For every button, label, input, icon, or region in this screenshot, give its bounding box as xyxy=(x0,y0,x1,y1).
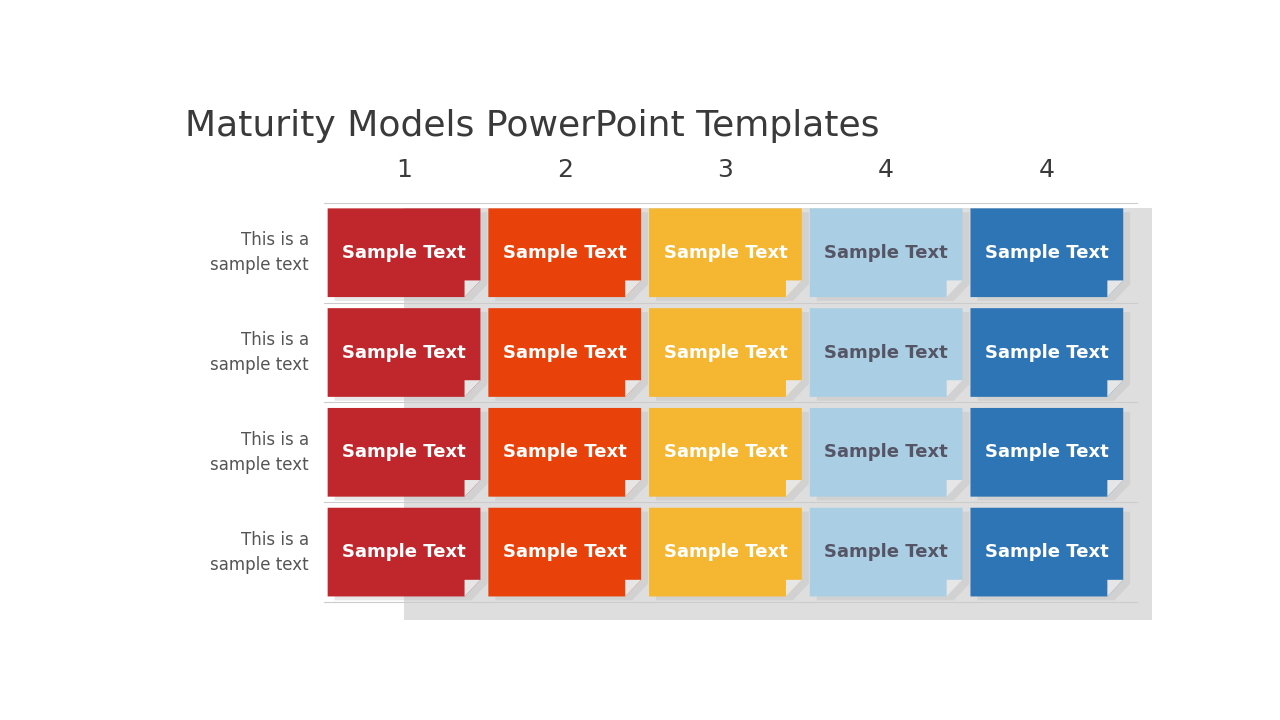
Polygon shape xyxy=(786,480,801,497)
Text: 3: 3 xyxy=(718,158,733,181)
Text: Sample Text: Sample Text xyxy=(342,444,466,462)
Text: Sample Text: Sample Text xyxy=(824,343,948,361)
Polygon shape xyxy=(649,308,801,397)
Polygon shape xyxy=(489,208,641,297)
Polygon shape xyxy=(947,280,963,297)
Text: Sample Text: Sample Text xyxy=(663,444,787,462)
Polygon shape xyxy=(947,480,963,497)
Polygon shape xyxy=(657,212,809,301)
Polygon shape xyxy=(810,208,963,297)
Text: Sample Text: Sample Text xyxy=(503,243,627,261)
Polygon shape xyxy=(970,208,1124,297)
Polygon shape xyxy=(465,280,480,297)
Text: Sample Text: Sample Text xyxy=(503,343,627,361)
Polygon shape xyxy=(489,408,641,497)
Polygon shape xyxy=(786,580,801,596)
Polygon shape xyxy=(978,412,1130,500)
Polygon shape xyxy=(1107,580,1124,596)
Text: Sample Text: Sample Text xyxy=(663,543,787,561)
Text: This is a
sample text: This is a sample text xyxy=(210,231,308,274)
Text: Sample Text: Sample Text xyxy=(986,444,1108,462)
Polygon shape xyxy=(817,212,969,301)
Polygon shape xyxy=(786,380,801,397)
Polygon shape xyxy=(786,280,801,297)
Polygon shape xyxy=(978,512,1130,600)
Polygon shape xyxy=(1107,380,1124,397)
Text: Maturity Models PowerPoint Templates: Maturity Models PowerPoint Templates xyxy=(184,109,879,143)
Text: Sample Text: Sample Text xyxy=(986,343,1108,361)
Polygon shape xyxy=(649,408,801,497)
Polygon shape xyxy=(489,508,641,596)
Polygon shape xyxy=(328,308,480,397)
Text: Sample Text: Sample Text xyxy=(663,343,787,361)
Text: Sample Text: Sample Text xyxy=(503,543,627,561)
Polygon shape xyxy=(978,312,1130,401)
Polygon shape xyxy=(465,580,480,596)
Polygon shape xyxy=(970,308,1124,397)
Polygon shape xyxy=(495,312,648,401)
Polygon shape xyxy=(489,308,641,397)
Text: 2: 2 xyxy=(557,158,572,181)
Text: This is a
sample text: This is a sample text xyxy=(210,531,308,574)
Polygon shape xyxy=(495,512,648,600)
Text: Sample Text: Sample Text xyxy=(342,243,466,261)
Text: Sample Text: Sample Text xyxy=(342,343,466,361)
Polygon shape xyxy=(328,408,480,497)
Polygon shape xyxy=(625,580,641,596)
Polygon shape xyxy=(817,412,969,500)
Polygon shape xyxy=(334,412,488,500)
Text: 1: 1 xyxy=(396,158,412,181)
Text: Sample Text: Sample Text xyxy=(342,543,466,561)
Text: 4: 4 xyxy=(1039,158,1055,181)
Polygon shape xyxy=(947,580,963,596)
Polygon shape xyxy=(465,380,480,397)
Polygon shape xyxy=(649,208,801,297)
Text: This is a
sample text: This is a sample text xyxy=(210,331,308,374)
Polygon shape xyxy=(334,212,488,301)
Text: Sample Text: Sample Text xyxy=(986,243,1108,261)
Text: Sample Text: Sample Text xyxy=(503,444,627,462)
Text: Sample Text: Sample Text xyxy=(824,243,948,261)
Polygon shape xyxy=(970,408,1124,497)
Polygon shape xyxy=(334,512,488,600)
Text: Sample Text: Sample Text xyxy=(986,543,1108,561)
Polygon shape xyxy=(495,412,648,500)
Polygon shape xyxy=(657,312,809,401)
Text: 4: 4 xyxy=(878,158,895,181)
Text: Sample Text: Sample Text xyxy=(663,243,787,261)
Polygon shape xyxy=(657,512,809,600)
Polygon shape xyxy=(810,508,963,596)
Polygon shape xyxy=(657,412,809,500)
Polygon shape xyxy=(465,480,480,497)
Polygon shape xyxy=(978,212,1130,301)
Polygon shape xyxy=(810,408,963,497)
Polygon shape xyxy=(947,380,963,397)
Polygon shape xyxy=(1107,480,1124,497)
Polygon shape xyxy=(328,508,480,596)
Polygon shape xyxy=(817,512,969,600)
Polygon shape xyxy=(334,312,488,401)
Polygon shape xyxy=(1107,280,1124,297)
Text: This is a
sample text: This is a sample text xyxy=(210,431,308,474)
Polygon shape xyxy=(970,508,1124,596)
Polygon shape xyxy=(625,380,641,397)
Polygon shape xyxy=(649,508,801,596)
Polygon shape xyxy=(810,308,963,397)
Polygon shape xyxy=(625,480,641,497)
Text: Sample Text: Sample Text xyxy=(824,543,948,561)
Polygon shape xyxy=(404,208,1158,620)
Polygon shape xyxy=(328,208,480,297)
Polygon shape xyxy=(495,212,648,301)
Polygon shape xyxy=(625,280,641,297)
Text: Sample Text: Sample Text xyxy=(824,444,948,462)
Polygon shape xyxy=(817,312,969,401)
